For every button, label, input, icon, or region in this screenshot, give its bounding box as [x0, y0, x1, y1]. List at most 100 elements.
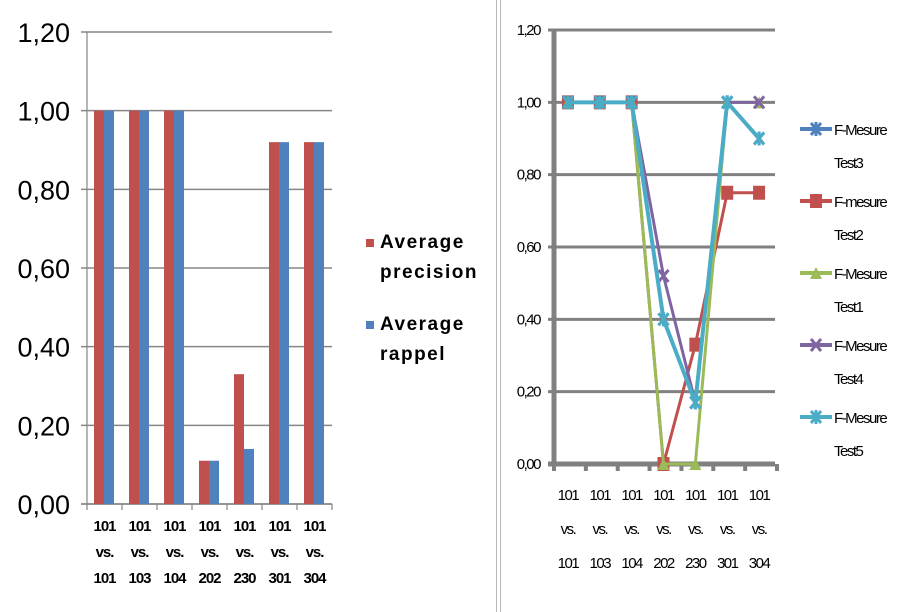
point-f-mesure-test5 — [593, 95, 606, 110]
bar-average-precision — [129, 110, 139, 505]
legend-label: Test3 — [834, 155, 864, 172]
x-tick-label: 101 — [163, 518, 186, 535]
y-tick-label: 0,40 — [517, 311, 541, 328]
point-f-mesure-test5 — [752, 131, 766, 146]
x-tick-label: vs. — [271, 544, 290, 561]
point-f-mesure-test2 — [721, 185, 734, 200]
series-f-mesure-test3 — [561, 95, 766, 410]
x-tick-label: 101 — [653, 487, 675, 504]
y-tick-label: 1,20 — [517, 22, 541, 39]
x-tick-label: 202 — [653, 555, 675, 572]
legend-label: Test1 — [834, 299, 864, 316]
bar-average-rappel — [174, 110, 184, 505]
x-tick-label: 103 — [590, 555, 612, 572]
line-f-mesure-test2 — [567, 100, 760, 466]
legend-marker-f-mesure-test2 — [810, 194, 822, 208]
x-tick-label: 230 — [233, 570, 256, 587]
bar-average-precision — [304, 142, 314, 504]
x-tick-label: 101 — [128, 518, 151, 535]
legend-label: F-mesure — [834, 194, 887, 211]
y-tick-label: 0,80 — [17, 175, 70, 205]
line-f-mesure-test4 — [567, 100, 760, 405]
x-tick-label: 101 — [268, 518, 291, 535]
y-tick-label: 0,60 — [17, 254, 70, 284]
y-tick-label: 0,40 — [17, 333, 70, 363]
x-tick-label: 301 — [268, 570, 291, 587]
bar-average-precision — [269, 142, 279, 504]
series-f-mesure-test5 — [561, 95, 766, 410]
y-tick-label: 0,80 — [517, 167, 541, 184]
x-tick-label: 202 — [198, 570, 221, 587]
panel-divider-left — [496, 0, 497, 612]
legend-label: F-Mesure — [834, 266, 887, 283]
x-tick-label: 101 — [621, 487, 643, 504]
x-tick-label: vs. — [624, 521, 639, 538]
point-f-mesure-test2 — [689, 337, 702, 352]
legend-label: precision — [380, 262, 478, 283]
y-tick-label: 0,00 — [17, 490, 70, 520]
bar-average-rappel — [279, 142, 289, 504]
legend-label: F-Mesure — [834, 122, 887, 139]
line-f-mesure-test1 — [567, 100, 760, 466]
y-tick-label: 1,00 — [517, 94, 541, 111]
point-f-mesure-test5 — [657, 312, 670, 327]
bar-average-rappel — [209, 460, 219, 504]
point-f-mesure-test1 — [689, 458, 702, 470]
x-tick-label: 104 — [621, 555, 643, 572]
y-tick-label: 0,00 — [517, 456, 541, 473]
series-f-mesure-test1 — [561, 96, 766, 470]
x-tick-label: 104 — [163, 570, 187, 587]
x-tick-label: vs. — [720, 521, 735, 538]
x-tick-label: 101 — [93, 518, 116, 535]
point-f-mesure-test4 — [657, 268, 670, 283]
x-tick-label: 101 — [93, 570, 116, 587]
x-tick-label: vs. — [131, 544, 150, 561]
x-tick-label: vs. — [752, 521, 767, 538]
legend-marker-f-mesure-test5 — [809, 410, 823, 424]
x-tick-label: 301 — [717, 555, 739, 572]
x-tick-label: 101 — [558, 555, 580, 572]
bar-average-rappel — [104, 110, 114, 505]
x-tick-label: vs. — [236, 544, 255, 561]
x-tick-label: 101 — [303, 518, 326, 535]
x-tick-label: 101 — [233, 518, 256, 535]
y-tick-label: 0,20 — [517, 384, 541, 401]
legend-label: Test5 — [834, 443, 864, 460]
series-f-mesure-test4 — [561, 95, 766, 410]
legend-marker-f-mesure-test3 — [809, 122, 823, 136]
x-tick-label: vs. — [688, 521, 703, 538]
y-tick-label: 1,00 — [17, 97, 70, 127]
legend-label: Average — [380, 232, 465, 253]
y-tick-label: 0,60 — [517, 239, 541, 256]
point-f-mesure-test5 — [689, 395, 702, 410]
point-f-mesure-test1 — [657, 458, 670, 470]
bar-average-precision — [164, 110, 174, 505]
legend-label: F-Mesure — [834, 410, 887, 427]
x-tick-label: 304 — [303, 570, 327, 587]
bar-chart-precision-rappel: 0,00 0,20 0,40 0,60 0,80 1,00 1,20 101 vs. 101 101… — [17, 18, 478, 587]
x-tick-label: 101 — [198, 518, 221, 535]
bar-average-precision — [94, 110, 104, 505]
x-tick-label: 101 — [717, 487, 739, 504]
legend-label: rappel — [380, 344, 446, 365]
bar-average-precision — [199, 460, 209, 504]
x-tick-label: 101 — [558, 487, 580, 504]
x-tick-label: vs. — [96, 544, 115, 561]
legend-label: Test4 — [834, 371, 864, 388]
bar-average-rappel — [139, 110, 149, 505]
bar-average-rappel — [244, 448, 254, 504]
point-f-mesure-test5 — [721, 95, 734, 110]
x-tick-label: 101 — [685, 487, 707, 504]
bar-average-rappel — [314, 142, 324, 504]
x-tick-label: vs. — [561, 521, 576, 538]
x-tick-label: vs. — [592, 521, 607, 538]
x-tick-label: 304 — [749, 555, 771, 572]
legend-swatch-average-precision — [366, 239, 374, 247]
point-f-mesure-test4 — [752, 95, 766, 110]
point-f-mesure-test2 — [753, 185, 766, 200]
legend-label: Test2 — [834, 227, 864, 244]
line-f-mesure-test5 — [567, 100, 761, 405]
line-f-mesure-test3 — [567, 100, 761, 405]
